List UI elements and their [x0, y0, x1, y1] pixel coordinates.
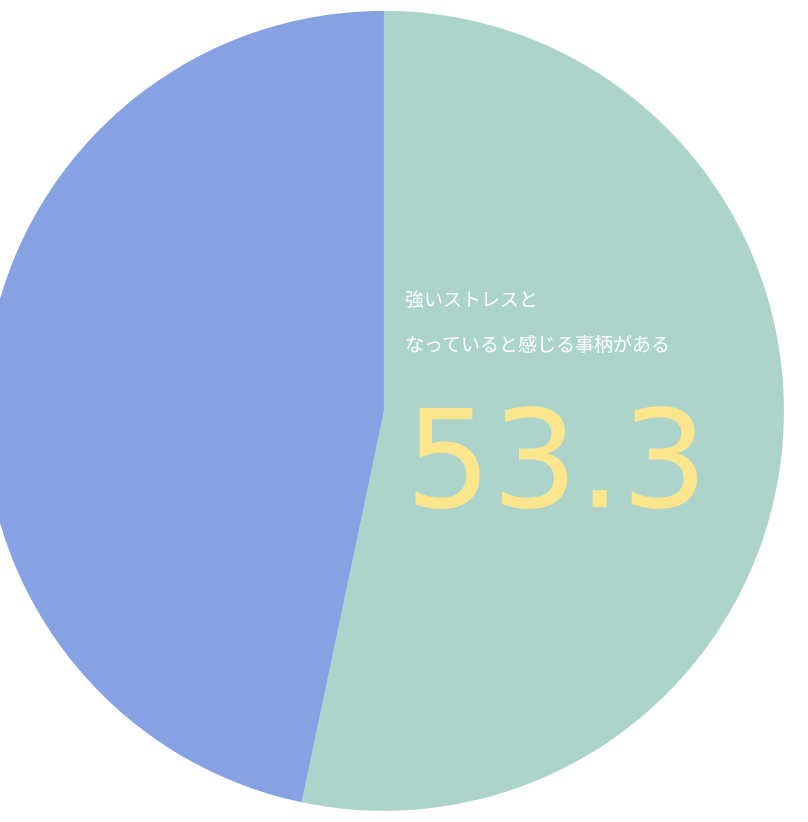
- pie-slice-stress: [301, 10, 784, 811]
- slice-value-label: 53.3: [405, 382, 708, 540]
- slice-label-line-1: 強いストレスと: [405, 289, 538, 311]
- pie-slice-other: [0, 10, 384, 803]
- slice-label-line-2: なっていると感じる事柄がある: [405, 334, 670, 356]
